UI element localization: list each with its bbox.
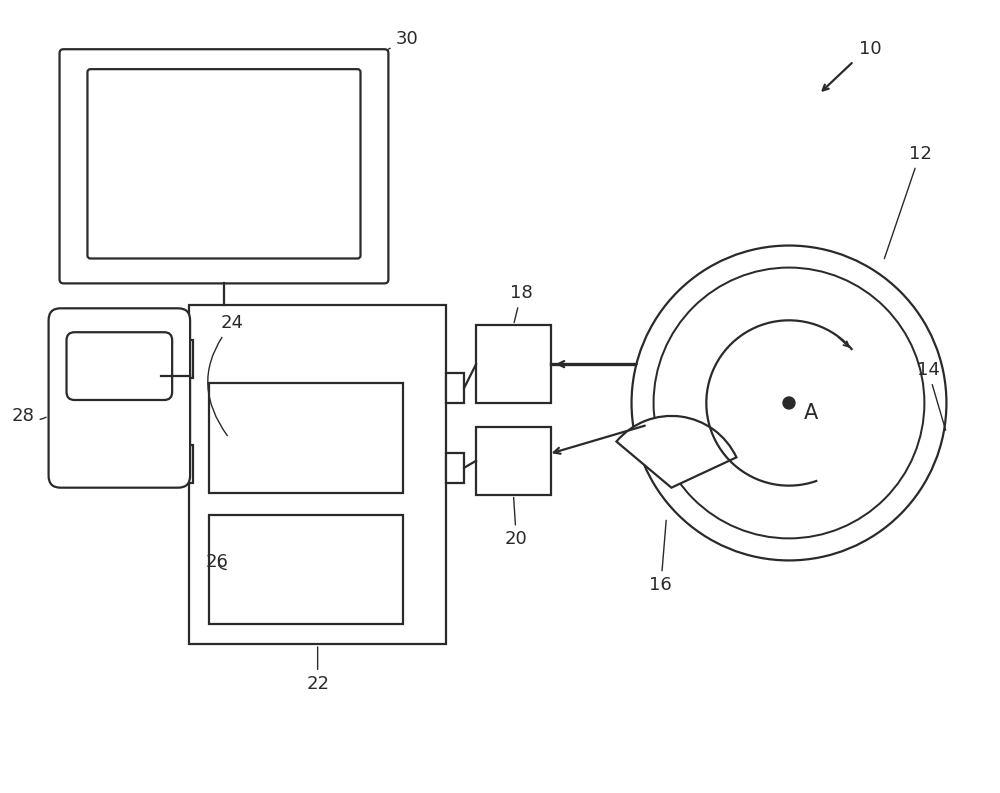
Bar	[446, 373, 464, 403]
Text: 12: 12	[884, 145, 931, 259]
Bar	[161, 445, 193, 483]
Bar	[476, 325, 551, 403]
Text: 16: 16	[649, 520, 672, 594]
Text: 20: 20	[505, 497, 528, 549]
Circle shape	[783, 397, 795, 409]
Bar	[189, 305, 446, 644]
Circle shape	[654, 267, 924, 538]
Text: 26: 26	[206, 554, 229, 572]
FancyBboxPatch shape	[60, 49, 388, 283]
Bar	[209, 515, 403, 624]
Circle shape	[100, 426, 128, 454]
Text: 30: 30	[388, 30, 418, 49]
Bar	[476, 427, 551, 495]
Circle shape	[63, 426, 90, 454]
FancyBboxPatch shape	[87, 69, 360, 259]
Text: 18: 18	[510, 285, 533, 323]
Text: A: A	[804, 403, 818, 423]
Text: 14: 14	[917, 361, 946, 431]
Text: 10: 10	[859, 40, 881, 58]
Text: 22: 22	[306, 647, 329, 693]
Text: 24: 24	[208, 314, 244, 435]
Circle shape	[138, 426, 166, 454]
FancyBboxPatch shape	[49, 308, 190, 488]
Circle shape	[632, 246, 946, 561]
Wedge shape	[616, 416, 736, 488]
Text: 28: 28	[12, 407, 46, 425]
Bar	[446, 453, 464, 483]
FancyBboxPatch shape	[67, 332, 172, 400]
Bar	[161, 340, 193, 378]
Bar	[209, 383, 403, 492]
